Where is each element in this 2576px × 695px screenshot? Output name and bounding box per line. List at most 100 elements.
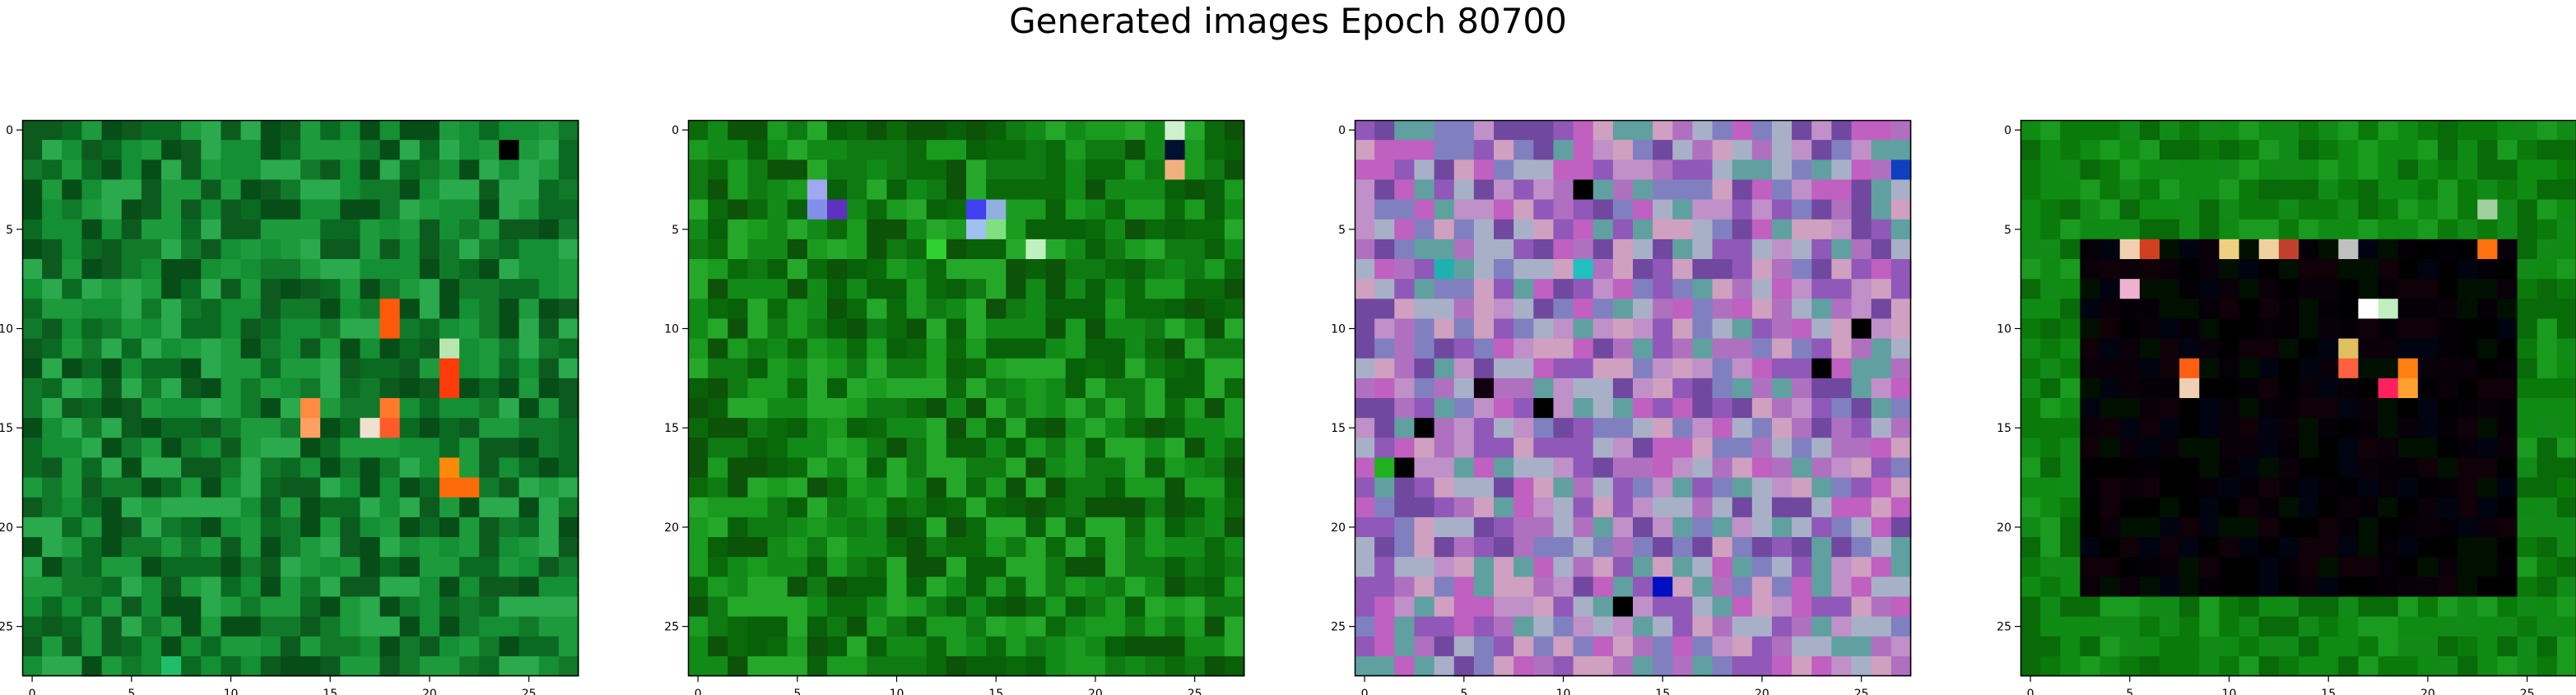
pixel (1125, 219, 1146, 240)
pixel (2278, 656, 2299, 677)
pixel (1453, 239, 1475, 260)
pixel (2219, 477, 2240, 498)
pixel (986, 497, 1007, 518)
pixel (2497, 477, 2518, 498)
pixel (827, 299, 848, 320)
pixel (1573, 418, 1594, 438)
pixel (2278, 338, 2299, 359)
pixel (2318, 557, 2339, 577)
pixel (2358, 577, 2379, 598)
pixel (320, 497, 341, 518)
pixel (1533, 596, 1555, 618)
y-tick-label: 20 (0, 521, 13, 535)
pixel (2299, 477, 2319, 498)
axes-frame (687, 119, 1245, 677)
pixel (2477, 160, 2499, 181)
pixel (1514, 457, 1534, 479)
pixel (2397, 199, 2419, 220)
pixel (747, 497, 769, 518)
pixel (2497, 318, 2518, 340)
pixel (688, 239, 709, 260)
pixel (1792, 219, 1812, 240)
pixel (439, 279, 460, 299)
pixel (1434, 160, 1455, 181)
pixel (1394, 338, 1416, 359)
pixel (827, 140, 848, 160)
pixel (1633, 557, 1653, 577)
pixel (439, 537, 460, 558)
pixel (2318, 497, 2339, 518)
pixel (867, 477, 888, 498)
pixel (2040, 219, 2061, 240)
pixel (2536, 219, 2558, 240)
pixel (966, 140, 987, 160)
pixel (867, 140, 888, 160)
pixel (1633, 497, 1653, 518)
pixel (827, 656, 848, 677)
pixel (2278, 259, 2299, 280)
pixel (360, 596, 381, 618)
pixel (399, 199, 421, 220)
pixel (2119, 596, 2141, 618)
pixel (201, 299, 222, 320)
pixel (439, 457, 460, 479)
pixel (728, 537, 749, 558)
pixel (1473, 378, 1495, 399)
pixel (2517, 219, 2538, 240)
pixel (986, 140, 1007, 160)
pixel (787, 219, 808, 240)
pixel (300, 259, 321, 280)
pixel (558, 616, 579, 637)
pixel (2318, 378, 2339, 399)
pixel (2338, 418, 2360, 438)
pixel (2397, 338, 2419, 359)
pixel (1204, 140, 1225, 160)
pixel (688, 398, 709, 419)
pixel (1573, 318, 1594, 340)
pixel (1831, 596, 1853, 618)
pixel (2358, 497, 2379, 518)
pixel (1573, 179, 1594, 201)
pixel (966, 338, 987, 359)
pixel (1224, 140, 1245, 160)
pixel (1125, 438, 1146, 459)
pixel (2020, 318, 2041, 340)
pixel (518, 537, 540, 558)
pixel (2020, 179, 2041, 201)
pixel (1065, 299, 1086, 320)
pixel (221, 636, 242, 657)
pixel (2179, 199, 2200, 220)
pixel (379, 299, 401, 320)
pixel (161, 378, 182, 399)
pixel (1045, 140, 1067, 160)
pixel (1751, 299, 1773, 320)
pixel (2258, 398, 2280, 419)
pixel (926, 318, 947, 340)
pixel (1045, 318, 1067, 340)
pixel (747, 477, 769, 498)
pixel (1065, 438, 1086, 459)
pixel (1065, 418, 1086, 438)
pixel (2517, 557, 2538, 577)
pixel (1792, 517, 1812, 538)
pixel (1045, 179, 1067, 201)
pixel (1653, 418, 1673, 438)
pixel (1751, 477, 1773, 498)
pixel (1533, 398, 1555, 419)
pixel (1145, 438, 1166, 459)
pixel (2556, 577, 2576, 598)
pixel (1453, 438, 1475, 459)
x-tick-label: 0 (695, 688, 702, 695)
pixel (121, 577, 142, 598)
pixel (1085, 656, 1106, 677)
pixel (1453, 259, 1475, 280)
pixel (419, 517, 440, 538)
pixel (886, 219, 908, 240)
pixel (518, 179, 540, 201)
pixel (1712, 338, 1733, 359)
pixel (1125, 199, 1146, 220)
pixel (141, 438, 162, 459)
pixel (1105, 279, 1126, 299)
pixel (1672, 358, 1694, 379)
